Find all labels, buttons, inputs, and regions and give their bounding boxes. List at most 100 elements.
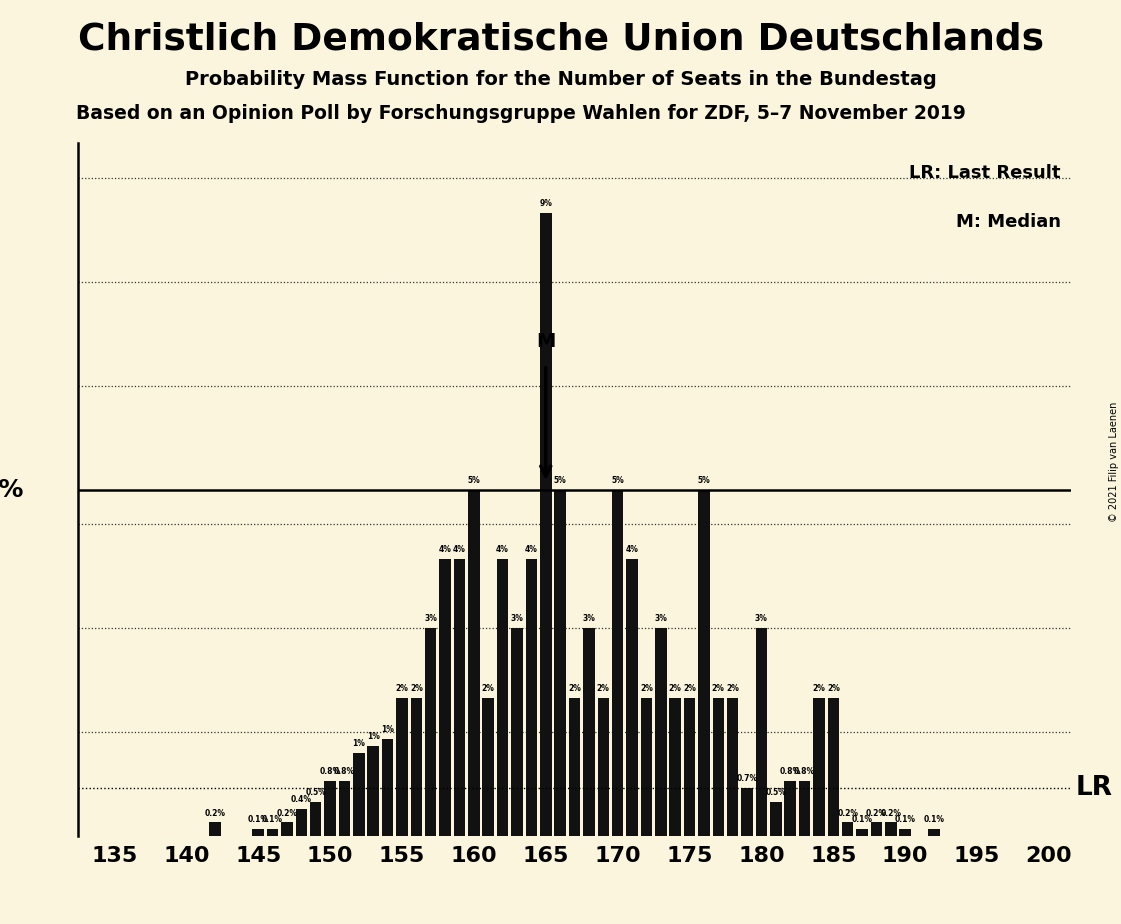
Bar: [469, 490, 480, 836]
Bar: [612, 490, 623, 836]
Text: 4%: 4%: [438, 545, 452, 554]
Bar: [252, 830, 263, 836]
Text: 1%: 1%: [352, 739, 365, 748]
Bar: [785, 781, 796, 836]
Text: 9%: 9%: [539, 199, 553, 208]
Text: Based on an Opinion Poll by Forschungsgruppe Wahlen for ZDF, 5–7 November 2019: Based on an Opinion Poll by Forschungsgr…: [76, 104, 966, 124]
Bar: [267, 830, 278, 836]
Text: M: Median: M: Median: [955, 213, 1060, 230]
Bar: [497, 559, 509, 836]
Text: 0.1%: 0.1%: [248, 816, 269, 824]
Bar: [741, 787, 753, 836]
Bar: [813, 698, 825, 836]
Bar: [856, 830, 868, 836]
Bar: [210, 822, 221, 836]
Text: 5%: 5%: [554, 476, 566, 485]
Text: 5%: 5%: [697, 476, 711, 485]
Text: 3%: 3%: [583, 614, 595, 624]
Text: © 2021 Filip van Laenen: © 2021 Filip van Laenen: [1109, 402, 1119, 522]
Bar: [842, 822, 853, 836]
Text: 5%: 5%: [0, 478, 24, 502]
Text: 2%: 2%: [813, 684, 825, 693]
Text: 3%: 3%: [754, 614, 768, 624]
Text: Christlich Demokratische Union Deutschlands: Christlich Demokratische Union Deutschla…: [77, 21, 1044, 57]
Bar: [353, 753, 364, 836]
Bar: [526, 559, 537, 836]
Text: 0.5%: 0.5%: [766, 788, 786, 796]
Text: 0.8%: 0.8%: [334, 767, 355, 776]
Text: 0.2%: 0.2%: [865, 808, 887, 818]
Text: 0.1%: 0.1%: [852, 816, 872, 824]
Text: 0.1%: 0.1%: [924, 816, 945, 824]
Bar: [281, 822, 293, 836]
Text: 2%: 2%: [396, 684, 408, 693]
Bar: [482, 698, 494, 836]
Bar: [454, 559, 465, 836]
Bar: [410, 698, 423, 836]
Bar: [339, 781, 350, 836]
Text: 2%: 2%: [596, 684, 610, 693]
Bar: [669, 698, 680, 836]
Bar: [698, 490, 710, 836]
Text: 2%: 2%: [640, 684, 652, 693]
Text: 0.8%: 0.8%: [319, 767, 341, 776]
Text: 0.2%: 0.2%: [837, 808, 859, 818]
Text: 2%: 2%: [683, 684, 696, 693]
Text: 3%: 3%: [510, 614, 524, 624]
Text: 2%: 2%: [712, 684, 725, 693]
Bar: [368, 747, 379, 836]
Bar: [627, 559, 638, 836]
Text: 5%: 5%: [467, 476, 480, 485]
Text: LR: Last Result: LR: Last Result: [909, 164, 1060, 182]
Text: 4%: 4%: [497, 545, 509, 554]
Bar: [770, 802, 781, 836]
Text: 0.1%: 0.1%: [895, 816, 916, 824]
Bar: [597, 698, 609, 836]
Text: 3%: 3%: [424, 614, 437, 624]
Text: Probability Mass Function for the Number of Seats in the Bundestag: Probability Mass Function for the Number…: [185, 70, 936, 90]
Bar: [899, 830, 911, 836]
Bar: [713, 698, 724, 836]
Text: 0.7%: 0.7%: [736, 774, 758, 783]
Text: 0.2%: 0.2%: [204, 808, 225, 818]
Text: 2%: 2%: [726, 684, 739, 693]
Text: 4%: 4%: [626, 545, 639, 554]
Text: LR: LR: [1075, 774, 1112, 801]
Text: 1%: 1%: [381, 725, 395, 735]
Text: 2%: 2%: [482, 684, 494, 693]
Text: 0.2%: 0.2%: [880, 808, 901, 818]
Text: 4%: 4%: [453, 545, 466, 554]
Text: 1%: 1%: [367, 733, 380, 741]
Text: 3%: 3%: [655, 614, 667, 624]
Bar: [309, 802, 322, 836]
Text: 0.8%: 0.8%: [794, 767, 815, 776]
Text: 2%: 2%: [568, 684, 581, 693]
Text: M: M: [536, 332, 555, 351]
Text: 0.1%: 0.1%: [262, 816, 284, 824]
Text: 0.5%: 0.5%: [305, 788, 326, 796]
Bar: [396, 698, 408, 836]
Bar: [439, 559, 451, 836]
Bar: [756, 628, 767, 836]
Bar: [568, 698, 581, 836]
Bar: [655, 628, 667, 836]
Bar: [726, 698, 739, 836]
Text: 2%: 2%: [827, 684, 840, 693]
Bar: [827, 698, 839, 836]
Bar: [641, 698, 652, 836]
Bar: [799, 781, 810, 836]
Bar: [583, 628, 594, 836]
Text: 0.8%: 0.8%: [779, 767, 800, 776]
Text: 0.4%: 0.4%: [290, 795, 312, 804]
Bar: [425, 628, 436, 836]
Text: 4%: 4%: [525, 545, 538, 554]
Bar: [382, 739, 393, 836]
Bar: [684, 698, 695, 836]
Bar: [928, 830, 939, 836]
Bar: [871, 822, 882, 836]
Bar: [324, 781, 336, 836]
Bar: [555, 490, 566, 836]
Text: 0.2%: 0.2%: [277, 808, 297, 818]
Bar: [511, 628, 522, 836]
Text: 2%: 2%: [410, 684, 423, 693]
